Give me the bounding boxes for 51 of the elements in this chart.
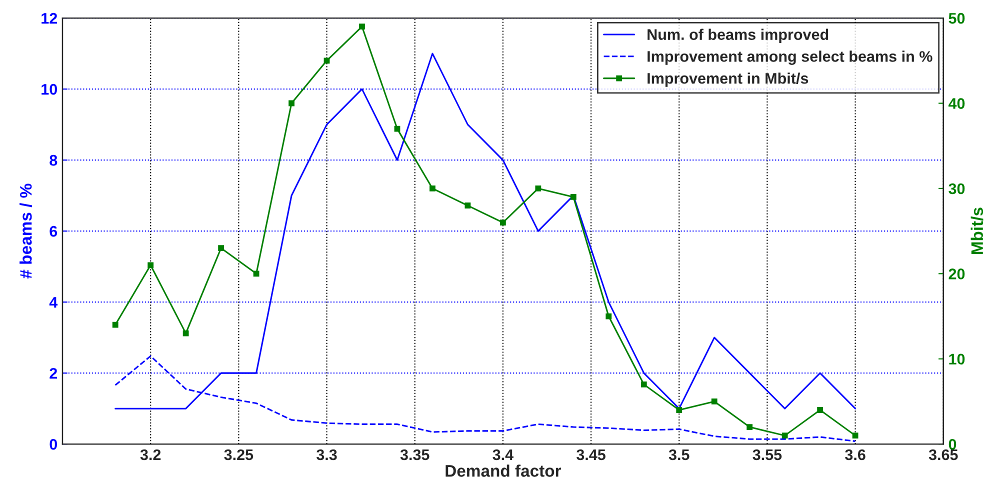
y2-tick-label: 10	[949, 354, 965, 365]
y-tick-label: 4	[49, 297, 58, 308]
x-tick-label: 3.2	[140, 449, 161, 460]
x-tick-label: 3.4	[492, 449, 514, 460]
point	[430, 186, 436, 192]
point	[394, 126, 400, 132]
point	[782, 432, 788, 439]
y2-tick-label: 40	[948, 98, 965, 109]
x-tick-label: 3.6	[845, 449, 866, 460]
legend-label: Num. of beams improved	[648, 28, 828, 43]
x-tick-label: 3.25	[224, 449, 254, 460]
x-tick-label: 3.5	[668, 449, 690, 460]
point	[359, 24, 365, 30]
point	[535, 186, 542, 192]
point	[676, 407, 682, 413]
y-tick-label: 2	[50, 368, 58, 379]
point	[606, 313, 612, 320]
y-tick-label: 12	[42, 12, 58, 24]
point	[288, 100, 294, 106]
legend-label: Improvement among select beams in %	[648, 50, 932, 65]
point	[817, 407, 824, 413]
x-tick-label: 3.35	[400, 449, 430, 460]
point	[640, 381, 647, 388]
y-tick-label: 8	[50, 154, 58, 166]
point	[182, 330, 189, 336]
point	[112, 322, 118, 328]
point	[464, 202, 471, 208]
y2-tick-label: 20	[948, 268, 965, 280]
y2-axis-title: Mbit/s	[970, 208, 984, 254]
y-axis-title: # beams / %	[20, 184, 32, 278]
y2-tick-label: 0	[948, 438, 956, 450]
point	[711, 398, 718, 404]
x-tick-label: 3.45	[576, 449, 606, 460]
y-tick-label: 10	[42, 84, 58, 95]
y-tick-label: 0	[50, 438, 58, 450]
x-tick-label: 3.3	[316, 449, 337, 460]
legend-label: Improvement in Mbit/s	[648, 72, 808, 87]
point	[148, 262, 154, 268]
point	[218, 245, 224, 252]
x-tick-label: 3.65	[928, 449, 958, 460]
point	[500, 220, 506, 226]
y2-tick-label: 30	[948, 183, 965, 194]
y-tick-label: 6	[50, 226, 58, 237]
point	[570, 194, 576, 200]
x-axis-title: Demand factor	[446, 464, 562, 477]
point	[746, 424, 753, 430]
y2-tick-label: 50	[948, 12, 965, 24]
x-tick-label: 3.55	[752, 449, 782, 460]
point	[253, 270, 260, 277]
point	[324, 58, 330, 64]
point	[852, 432, 858, 439]
